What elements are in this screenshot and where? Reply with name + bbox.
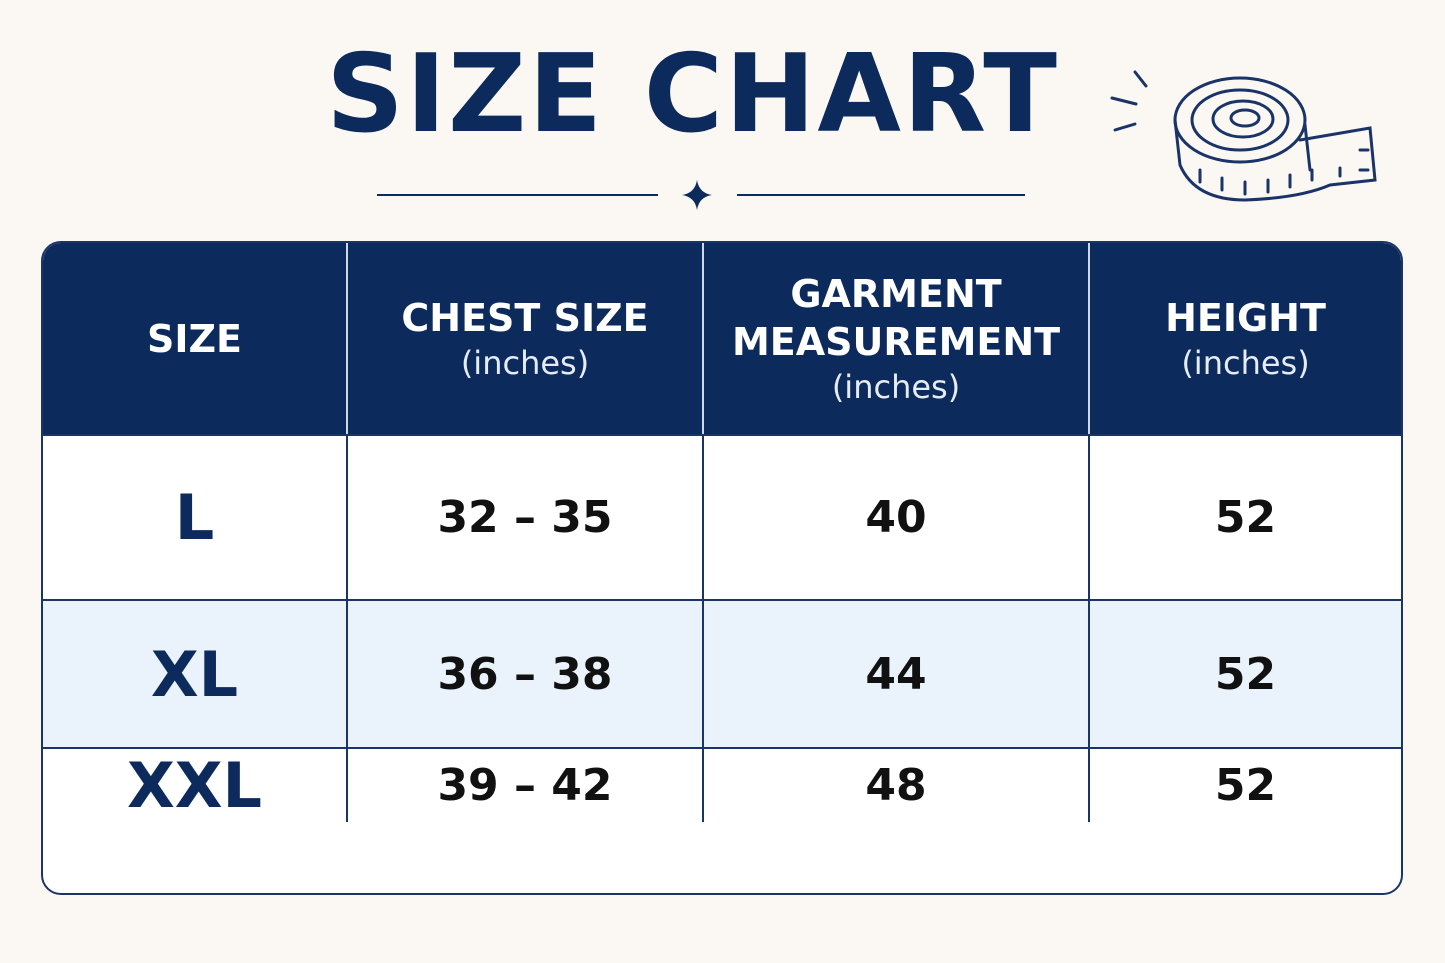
table-row: XXL 39 – 42 48 52 <box>43 747 1401 822</box>
value: 52 <box>1214 648 1277 700</box>
table-cell: 48 <box>702 749 1088 822</box>
header-label: SIZE <box>146 316 243 361</box>
value: 39 – 42 <box>437 760 613 811</box>
value: 52 <box>1214 760 1277 811</box>
table-cell: L <box>43 436 346 599</box>
title: SIZE CHART <box>326 32 1059 157</box>
header-label: CHEST SIZE <box>401 295 649 340</box>
table-cell: 52 <box>1088 601 1401 747</box>
value: 44 <box>865 648 927 700</box>
header-cell: SIZE <box>43 243 346 434</box>
size-table: SIZE CHEST SIZE (inches) GARMENT MEASUREMEN… <box>41 241 1403 895</box>
size-label: XXL <box>126 749 263 822</box>
header-label: GARMENT MEASUREMENT <box>731 271 1061 364</box>
table-cell: 40 <box>702 436 1088 599</box>
header-cell: CHEST SIZE (inches) <box>346 243 702 434</box>
value: 36 – 38 <box>437 648 613 700</box>
star <box>682 180 712 210</box>
table-cell: 52 <box>1088 749 1401 822</box>
value: 40 <box>865 492 927 543</box>
header-unit: (inches) <box>460 343 590 382</box>
decoration <box>377 70 1377 210</box>
size-label: L <box>174 481 215 554</box>
tape-icon <box>1110 70 1377 202</box>
table-cell: 39 – 42 <box>346 749 702 822</box>
header-cell: HEIGHT (inches) <box>1088 243 1401 434</box>
header-unit: (inches) <box>1181 343 1310 382</box>
header-label: HEIGHT <box>1165 295 1326 340</box>
value: 52 <box>1214 492 1277 543</box>
table-cell: 36 – 38 <box>346 601 702 747</box>
header-unit: (inches) <box>831 367 961 406</box>
table-row: L 32 – 35 40 52 <box>43 434 1401 599</box>
size-label: XL <box>150 637 239 711</box>
value: 48 <box>865 760 927 811</box>
table-cell: 44 <box>702 601 1088 747</box>
header-row: SIZE CHEST SIZE (inches) GARMENT MEASUREMEN… <box>43 243 1401 434</box>
value: 32 – 35 <box>437 492 613 543</box>
table-cell: 32 – 35 <box>346 436 702 599</box>
table-cell: XL <box>43 601 346 747</box>
table-cell: XXL <box>43 749 346 822</box>
header-cell: GARMENT MEASUREMENT (inches) <box>702 243 1088 434</box>
table-cell: 52 <box>1088 436 1401 599</box>
table-row: XL 36 – 38 44 52 <box>43 599 1401 747</box>
